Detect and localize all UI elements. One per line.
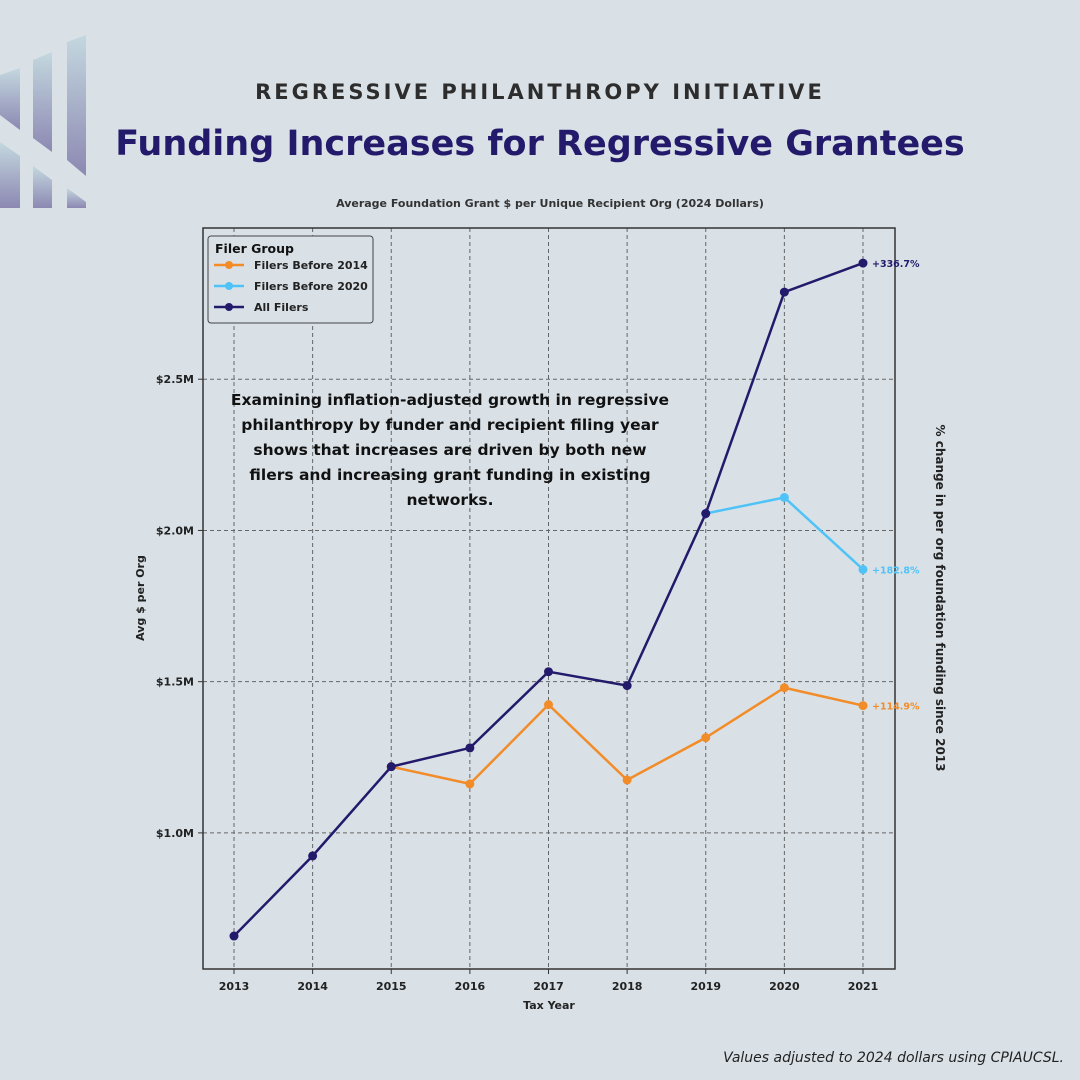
data-point [701,509,711,519]
x-axis-label: Tax Year [523,999,575,1012]
end-label: +114.9% [872,702,920,713]
x-tick-label: 2017 [533,980,564,993]
organization-name: REGRESSIVE PHILANTHROPY INITIATIVE [255,80,825,104]
x-tick-label: 2020 [769,980,800,993]
x-tick-label: 2013 [219,980,250,993]
y-axis-label: Avg $ per Org [134,555,147,641]
legend-marker [225,303,233,311]
data-point [386,762,396,772]
page-title: Funding Increases for Regressive Grantee… [115,124,965,164]
y-tick-label: $1.5M [156,676,194,689]
legend-label: All Filers [254,301,309,314]
data-point [465,743,475,753]
x-tick-label: 2018 [612,980,643,993]
data-point [701,733,711,743]
data-point [779,683,789,693]
data-point [779,492,789,502]
x-tick-label: 2014 [297,980,328,993]
plot-frame [202,227,896,970]
end-label: +182.8% [872,565,920,576]
data-point [622,681,632,691]
data-point [229,931,239,941]
legend-title: Filer Group [215,241,294,256]
legend: Filer Group Filers Before 2014 Filers Bef… [207,235,374,324]
y-tick-label: $2.5M [156,373,194,386]
legend-marker [225,261,233,269]
data-point [858,564,868,574]
y-tick-label: $1.0M [156,827,194,840]
data-point [465,779,475,789]
data-point [544,667,553,677]
x-tick-label: 2016 [455,980,486,993]
data-point [622,775,632,785]
legend-label: Filers Before 2014 [254,259,368,272]
data-point [858,258,868,268]
y-tick-label: $2.0M [156,524,194,537]
data-point [858,701,868,711]
data-point [779,287,789,297]
chart-title: Average Foundation Grant $ per Unique Re… [336,197,764,210]
footer-note: Values adjusted to 2024 dollars using CP… [723,1050,1064,1066]
data-point [544,700,553,710]
data-point [308,851,318,861]
end-label: +336.7% [872,259,920,270]
legend-marker [225,282,233,290]
vertical-bars-logo-icon [0,35,86,208]
legend-label: Filers Before 2020 [254,280,368,293]
x-tick-label: 2015 [376,980,407,993]
right-axis-label: % change in per org foundation funding s… [933,425,947,772]
chart-annotation: Examining inflation-adjusted growth in r… [230,391,670,509]
x-tick-label: 2019 [690,980,721,993]
x-tick-label: 2021 [848,980,879,993]
